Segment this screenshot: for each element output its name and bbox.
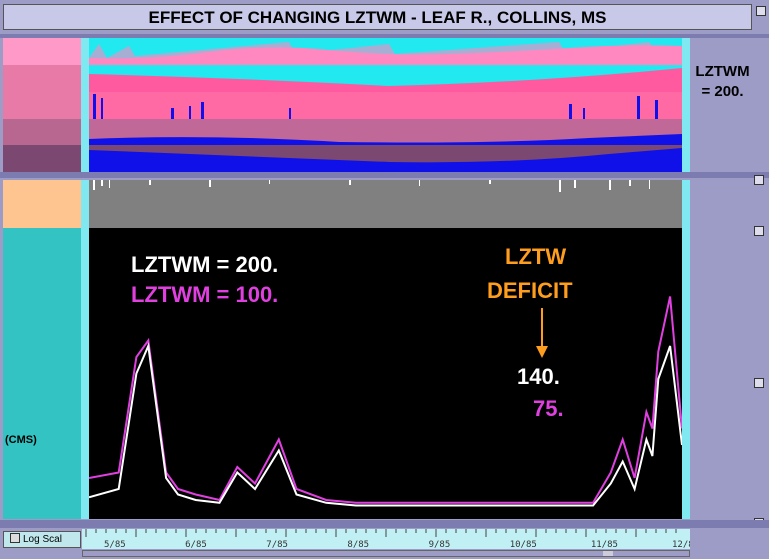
band-label-3 [3,92,81,119]
x-tick-label: 10/85 [510,540,537,549]
storage-band-2-fill [89,65,682,86]
log-scale-checkbox[interactable] [10,533,20,543]
x-tick-label: 7/85 [266,540,288,549]
deficit-magenta-value: 75. [533,396,564,421]
hydrograph-chart: LZTWM = 200. LZTWM = 100. LZTW DEFICIT 1… [89,228,682,519]
divider [0,172,769,178]
window-control-icon[interactable] [756,6,766,16]
log-scale-label: Log Scal [23,534,62,545]
deficit-label-line1: LZTW [505,244,566,269]
band-label-5 [3,145,81,172]
lztwm-label-line2: = 200. [701,83,744,100]
lztwm-value-label: LZTWM = 200. [690,62,755,102]
page-title: EFFECT OF CHANGING LZTWM - LEAF R., COLL… [3,4,752,30]
precip-panel-labels [3,180,81,228]
deficit-white-value: 140. [517,364,560,389]
series-line-1 [89,296,682,504]
divider [0,520,769,528]
deficit-arrow-head [536,346,548,358]
band-label-1 [3,38,81,65]
x-tick-label: 12/85 [672,540,690,549]
precip-panel-bg [89,180,682,228]
log-scale-toggle[interactable]: Log Scal [3,531,81,548]
storage-band-3-spikes [93,94,658,119]
storage-panel [89,38,682,172]
right-edge-bar [682,228,690,519]
chart-axis-panel: (CMS) [3,228,81,519]
right-edge-bar [682,180,690,228]
panel-scroll-handle[interactable] [754,175,764,185]
deficit-label-line2: DEFICIT [487,278,573,303]
precip-bars [93,180,650,192]
time-axis-svg: 5/85 6/85 7/85 8/85 9/85 10/85 11/85 12/85 [85,529,699,550]
precip-panel [89,180,682,228]
chart-background [89,228,682,519]
right-edge-bar [682,38,690,172]
legend-magenta: LZTWM = 100. [131,282,278,307]
x-tick-label: 8/85 [347,540,369,549]
panel-scroll-handle[interactable] [754,378,764,388]
cms-label: (CMS) [5,434,37,446]
x-tick-label: 9/85 [429,540,451,549]
legend-white: LZTWM = 200. [131,252,278,277]
title-bar: EFFECT OF CHANGING LZTWM - LEAF R., COLL… [0,0,769,35]
storage-band-3 [89,92,682,119]
storage-band-5-fill [89,148,682,172]
band-label-2 [3,65,81,92]
panel-scroll-handle[interactable] [754,226,764,236]
x-tick-label: 5/85 [104,540,126,549]
storage-band-1-spikes [89,42,682,65]
x-tick-label: 11/85 [591,540,618,549]
scrollbar-thumb[interactable] [603,551,613,556]
left-edge-bar [81,180,89,228]
storage-band-4-fill [89,134,682,145]
lztwm-label-line1: LZTWM [695,63,750,80]
band-label-4 [3,119,81,145]
time-axis: 5/85 6/85 7/85 8/85 9/85 10/85 11/85 12/85 [82,529,699,550]
left-edge-bar [81,228,89,519]
series-line-0 [89,342,682,507]
divider [0,34,769,38]
horizontal-scrollbar[interactable] [82,550,690,557]
x-tick-label: 6/85 [185,540,207,549]
left-edge-bar [81,38,89,172]
top-panel-labels [3,38,81,172]
